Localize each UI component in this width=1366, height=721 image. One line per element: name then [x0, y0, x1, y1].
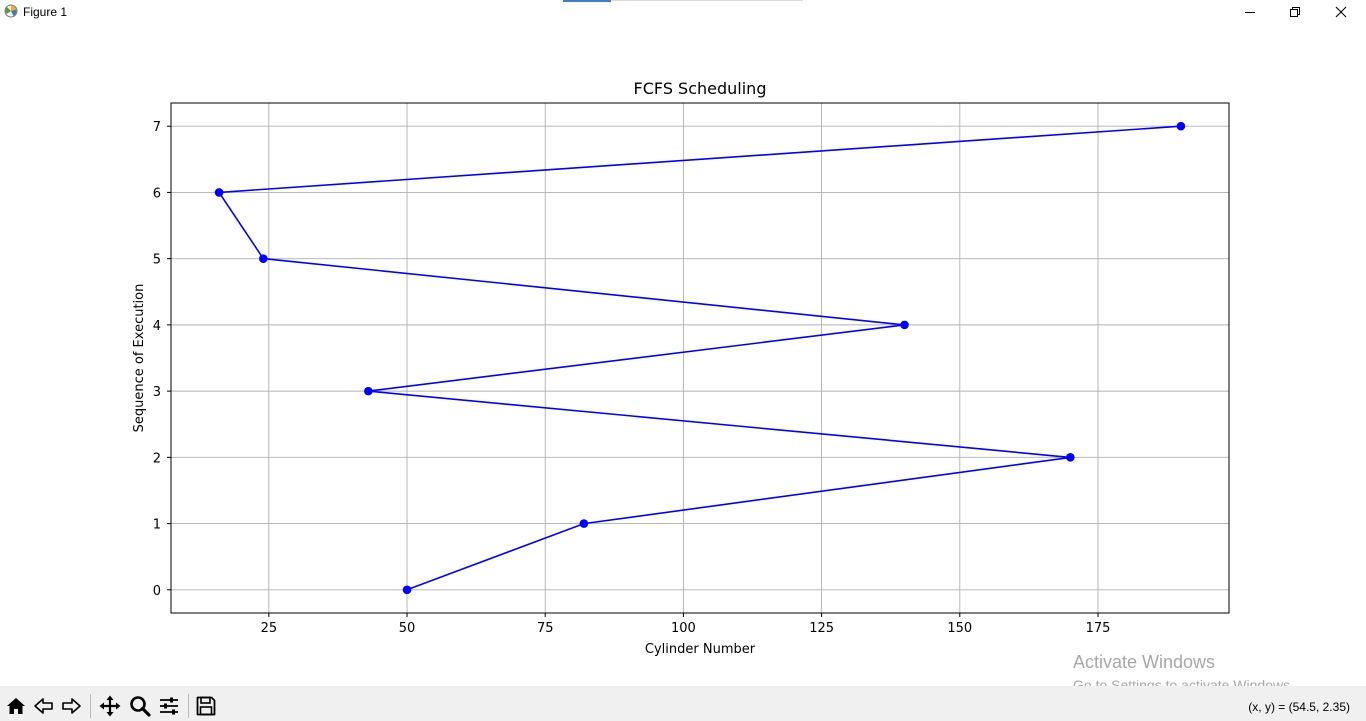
home-button[interactable] [4, 694, 28, 718]
data-point [364, 386, 373, 396]
y-axis-label: Sequence of Execution [132, 284, 147, 433]
configure-subplots-button[interactable] [157, 694, 181, 718]
forward-button[interactable] [59, 694, 83, 718]
minimize-icon [1245, 12, 1255, 13]
activate-windows-title: Activate Windows [1073, 652, 1216, 672]
window-title: Figure 1 [23, 5, 68, 19]
x-tick-label: 175 [1086, 621, 1111, 636]
back-button[interactable] [32, 694, 56, 718]
y-tick-label: 1 [153, 518, 161, 533]
toolbar-separator [90, 694, 91, 718]
y-tick-label: 4 [153, 319, 161, 334]
forward-arrow-icon [62, 698, 81, 714]
tab-indicator-track [611, 0, 803, 1]
data-point [579, 519, 589, 528]
y-tick-label: 0 [153, 584, 161, 599]
sliders-icon [160, 697, 178, 715]
minimize-button[interactable] [1227, 0, 1273, 24]
chart-canvas[interactable]: 25 50 75 100 125 150 175 0 1 2 3 4 5 6 7 FCFS Schedulin… [0, 24, 1366, 686]
y-tick-label: 2 [153, 451, 161, 466]
navigation-toolbar: (x, y) = (54.5, 2.35) [0, 686, 1366, 721]
cursor-coordinates: (x, y) = (54.5, 2.35) [1248, 700, 1350, 714]
y-tick-label: 5 [153, 253, 161, 268]
y-tick-label: 3 [153, 385, 161, 400]
x-tick-label: 25 [261, 621, 278, 636]
toolbar-separator [188, 694, 189, 718]
save-icon [196, 696, 216, 716]
x-tick-label: 100 [671, 621, 696, 636]
plot-area [171, 103, 1229, 613]
zoom-icon [130, 696, 151, 717]
chart-title: FCFS Scheduling [634, 79, 767, 98]
data-point [214, 188, 224, 197]
data-point [900, 320, 909, 330]
move-icon [99, 695, 121, 717]
data-point [402, 585, 412, 595]
restore-icon [1290, 7, 1300, 17]
zoom-button[interactable] [128, 694, 152, 718]
tab-indicator [563, 0, 611, 2]
save-button[interactable] [194, 694, 218, 718]
axes-frame [170, 102, 1230, 614]
x-tick-label: 50 [399, 621, 416, 636]
x-tick-label: 150 [947, 621, 972, 636]
pan-button[interactable] [98, 694, 122, 718]
x-tick-label: 125 [809, 621, 834, 636]
y-tick-label: 6 [153, 186, 161, 201]
home-icon [7, 698, 25, 714]
close-button[interactable] [1318, 0, 1364, 24]
close-icon [1335, 6, 1347, 18]
matplotlib-figure-icon [4, 4, 18, 18]
data-point [1176, 121, 1186, 131]
data-point [259, 254, 268, 263]
y-tick-label: 7 [153, 120, 161, 135]
x-axis-label: Cylinder Number [645, 642, 756, 657]
data-point [1066, 453, 1075, 462]
back-arrow-icon [34, 698, 53, 714]
restore-button[interactable] [1272, 0, 1318, 24]
series-line [217, 125, 1181, 591]
window-titlebar: Figure 1 [0, 0, 1366, 24]
x-tick-label: 75 [537, 621, 554, 636]
